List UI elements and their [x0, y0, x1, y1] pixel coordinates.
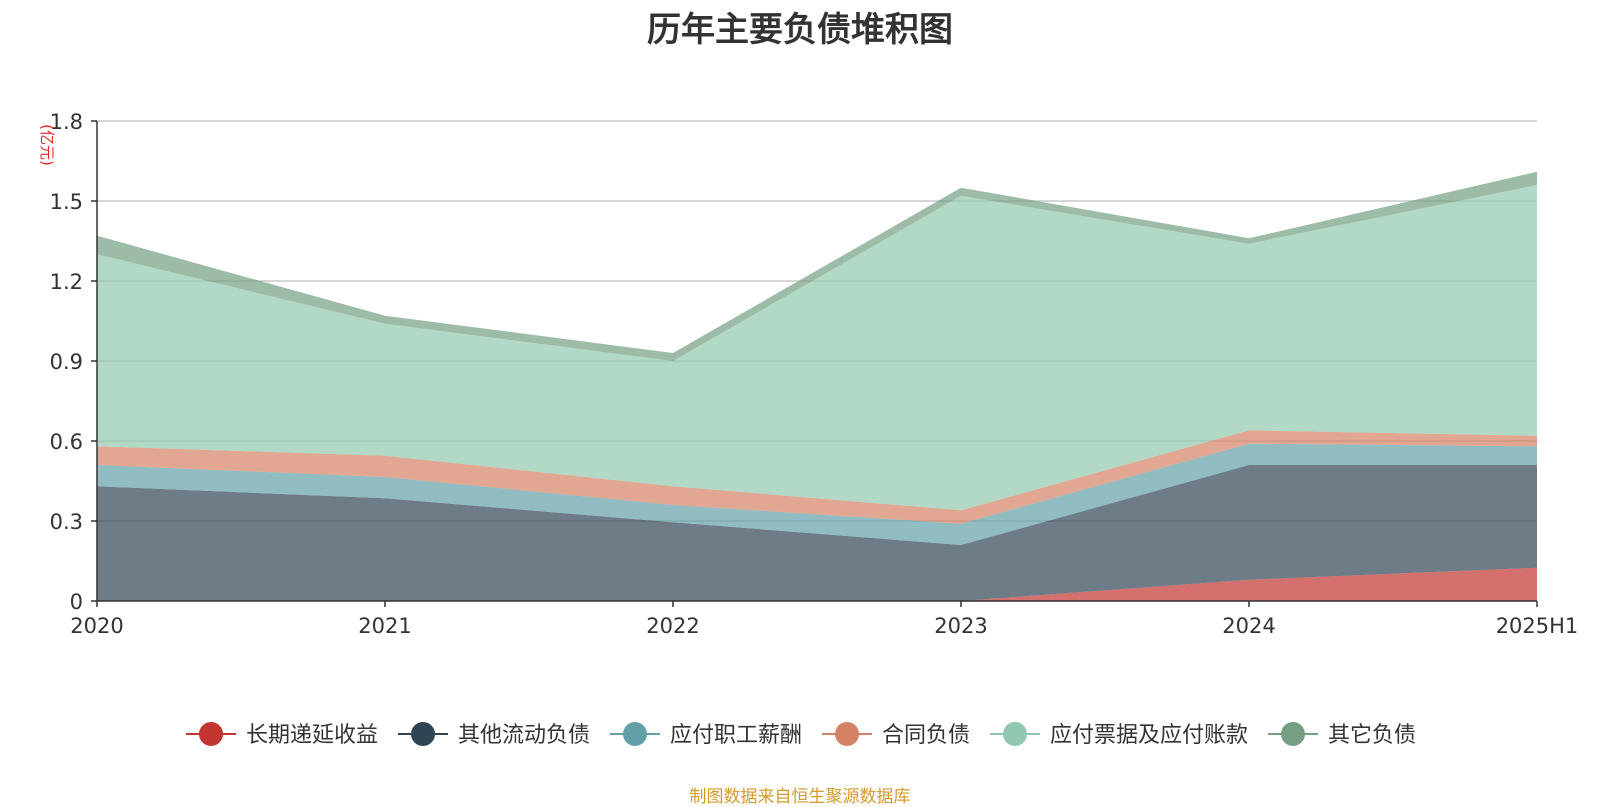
area-series-4 [97, 185, 1537, 511]
legend-label-5: 其它负债 [1328, 723, 1416, 748]
legend-marker-4 [1003, 722, 1027, 746]
x-tick-label-4: 2024 [1222, 614, 1275, 638]
legend-item-0[interactable]: 长期递延收益 [186, 722, 378, 748]
legend-marker-0 [199, 722, 223, 746]
legend-marker-2 [623, 722, 647, 746]
legend-item-4[interactable]: 应付票据及应付账款 [990, 722, 1248, 748]
x-tick-label-5: 2025H1 [1496, 614, 1579, 638]
area-series-1 [97, 465, 1537, 601]
axes: 0 0.3 0.6 0.9 1.2 1.5 1.8 2020 2021 2022 2023 2024 2… [50, 110, 1579, 638]
legend-label-0: 长期递延收益 [246, 723, 378, 748]
legend-item-1[interactable]: 其他流动负债 [398, 722, 590, 748]
legend-marker-5 [1281, 722, 1305, 746]
legend-item-2[interactable]: 应付职工薪酬 [610, 722, 802, 748]
area-series-0 [97, 567, 1537, 601]
legend-label-4: 应付票据及应付账款 [1050, 723, 1248, 748]
legend-label-1: 其他流动负债 [458, 723, 590, 748]
y-tick-label-2: 0.6 [50, 430, 83, 454]
legend-label-3: 合同负债 [882, 723, 970, 748]
x-tick-label-2: 2022 [646, 614, 699, 638]
area-series-3 [97, 430, 1537, 524]
legend: 长期递延收益 其他流动负债 应付职工薪酬 合同负债 应付票据及应付账款 其它负债 [186, 722, 1416, 748]
legend-item-5[interactable]: 其它负债 [1268, 722, 1416, 748]
y-tick-label-4: 1.2 [50, 270, 83, 294]
x-tick-label-3: 2023 [934, 614, 987, 638]
y-tick-label-3: 0.9 [50, 350, 83, 374]
source-note: 制图数据来自恒生聚源数据库 [689, 787, 911, 807]
x-tick-label-1: 2021 [358, 614, 411, 638]
chart-title: 历年主要负债堆积图 [647, 10, 953, 50]
x-tick-label-0: 2020 [70, 614, 123, 638]
area-series-layer [97, 171, 1537, 601]
y-tick-label-6: 1.8 [50, 110, 83, 134]
legend-marker-1 [411, 722, 435, 746]
y-axis-unit-label: (亿元) [38, 124, 56, 166]
legend-label-2: 应付职工薪酬 [670, 723, 802, 748]
legend-marker-3 [835, 722, 859, 746]
y-tick-label-1: 0.3 [50, 510, 83, 534]
area-series-2 [97, 443, 1537, 545]
y-tick-label-5: 1.5 [50, 190, 83, 214]
y-tick-label-0: 0 [70, 590, 83, 614]
legend-item-3[interactable]: 合同负债 [822, 722, 970, 748]
